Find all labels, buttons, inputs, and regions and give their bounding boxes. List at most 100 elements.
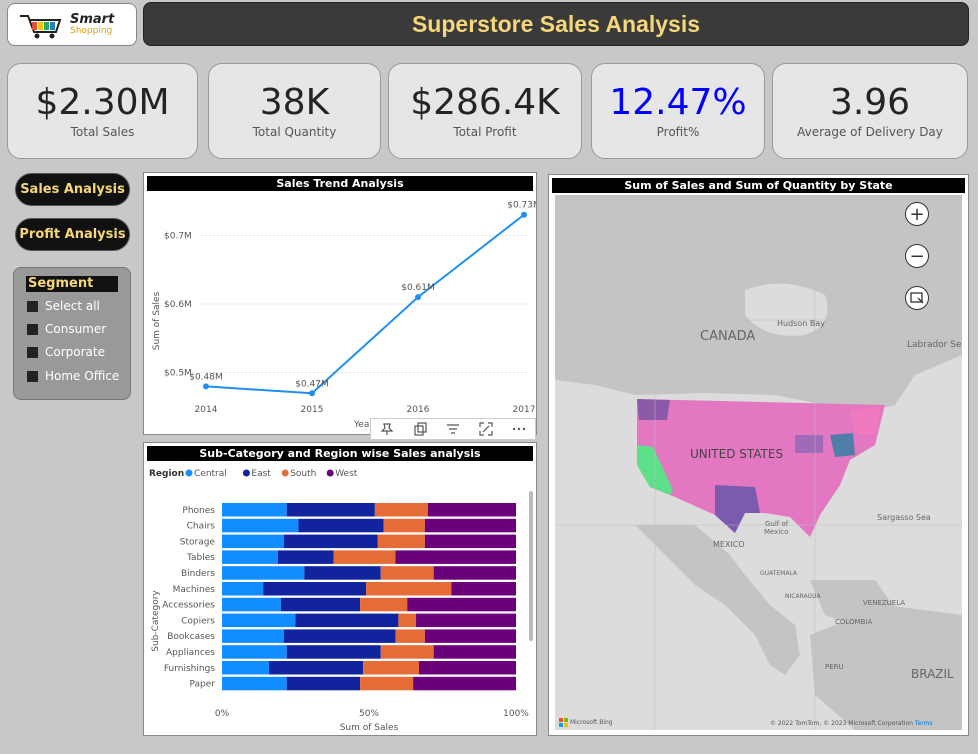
y-tick-label: $0.5M: [164, 369, 192, 379]
bar-segment[interactable]: [222, 566, 305, 580]
bar-segment[interactable]: [407, 597, 516, 612]
scrollbar[interactable]: [529, 491, 533, 641]
bar-segment[interactable]: [222, 613, 296, 628]
data-point[interactable]: [415, 294, 421, 301]
bar-segment[interactable]: [383, 518, 425, 533]
bar-segment[interactable]: [424, 518, 516, 533]
x-tick-label: 2014: [195, 405, 218, 415]
category-label: Tables: [186, 553, 215, 563]
select-area-button[interactable]: [905, 286, 929, 310]
segment-option-home-office[interactable]: Home Office: [27, 369, 119, 383]
segment-option-consumer[interactable]: Consumer: [27, 322, 106, 336]
bar-segment[interactable]: [374, 503, 428, 517]
bar-segment[interactable]: [222, 597, 281, 612]
state-maine: [850, 407, 880, 435]
sales-trend-visual[interactable]: Sales Trend Analysis Sum of Sales Yea $0…: [143, 172, 537, 435]
legend-item[interactable]: East: [251, 469, 271, 479]
legend-item[interactable]: West: [335, 469, 358, 479]
segment-option-corporate[interactable]: Corporate: [27, 345, 105, 359]
bar-segment[interactable]: [416, 613, 516, 628]
bar-segment[interactable]: [377, 534, 425, 549]
legend-swatch: [326, 469, 334, 477]
bar-segment[interactable]: [222, 645, 287, 659]
map-canvas[interactable]: CANADA Hudson Bay Labrador Se UNITED STA…: [555, 195, 962, 730]
bar-segment[interactable]: [433, 645, 516, 659]
bar-segment[interactable]: [222, 550, 278, 564]
zoom-out-button[interactable]: −: [905, 244, 929, 268]
x-tick-label: 2015: [301, 405, 324, 415]
bar-segment[interactable]: [395, 629, 425, 643]
bar-segment[interactable]: [395, 550, 516, 564]
bar-segment[interactable]: [222, 582, 264, 596]
focus-mode-icon[interactable]: [479, 422, 493, 436]
bar-segment[interactable]: [424, 629, 516, 643]
data-point[interactable]: [521, 211, 527, 218]
x-tick-label: 2017: [513, 405, 536, 415]
bar-segment[interactable]: [280, 597, 361, 612]
map-title: Sum of Sales and Sum of Quantity by Stat…: [552, 178, 965, 193]
bar-segment[interactable]: [418, 661, 516, 675]
bar-segment[interactable]: [424, 534, 516, 549]
bar-segment[interactable]: [286, 645, 381, 659]
data-point[interactable]: [203, 383, 209, 390]
checkbox-icon[interactable]: [27, 346, 38, 358]
logo-subtext: Shopping: [70, 26, 113, 36]
bar-segment[interactable]: [304, 566, 381, 580]
bar-segment[interactable]: [222, 503, 287, 517]
bar-segment[interactable]: [413, 676, 516, 691]
hudson-bay-water: [745, 283, 828, 336]
bar-segment[interactable]: [222, 534, 284, 549]
filter-icon[interactable]: [446, 422, 460, 436]
bar-segment[interactable]: [398, 613, 417, 628]
bar-segment[interactable]: [298, 518, 384, 533]
x-tick-label: 0%: [215, 709, 230, 719]
legend-item[interactable]: South: [290, 469, 316, 479]
state-map-visual[interactable]: Sum of Sales and Sum of Quantity by Stat…: [548, 174, 969, 736]
bar-segment[interactable]: [286, 676, 361, 691]
bar-segment[interactable]: [380, 566, 434, 580]
checkbox-icon[interactable]: [27, 370, 38, 382]
category-label: Phones: [182, 506, 215, 516]
terms-link[interactable]: Terms: [914, 720, 933, 727]
bar-segment[interactable]: [427, 503, 516, 517]
bar-segment[interactable]: [277, 550, 334, 564]
subcategory-region-visual[interactable]: Sub-Category and Region wise Sales analy…: [143, 442, 537, 736]
bar-segment[interactable]: [222, 518, 299, 533]
kpi-total-quantity: 38K Total Quantity: [208, 63, 381, 159]
bar-segment[interactable]: [283, 534, 378, 549]
segment-option-select-all[interactable]: Select all: [27, 299, 100, 313]
bar-segment[interactable]: [295, 613, 399, 628]
bar-segment[interactable]: [360, 676, 414, 691]
bar-segment[interactable]: [269, 661, 364, 675]
bar-segment[interactable]: [222, 676, 287, 691]
bar-segment[interactable]: [263, 582, 367, 596]
map-label-hudson-bay: Hudson Bay: [777, 319, 825, 328]
bar-segment[interactable]: [283, 629, 396, 643]
zoom-in-button[interactable]: +: [905, 202, 929, 226]
bar-segment[interactable]: [360, 597, 408, 612]
bar-segment[interactable]: [222, 661, 270, 675]
bar-segment[interactable]: [363, 661, 419, 675]
bar-segment[interactable]: [333, 550, 396, 564]
profit-analysis-button[interactable]: Profit Analysis: [15, 218, 130, 251]
pin-icon[interactable]: [380, 422, 394, 436]
checkbox-icon[interactable]: [27, 323, 38, 335]
state-ohio: [795, 435, 823, 453]
data-point[interactable]: [309, 390, 315, 397]
copy-icon[interactable]: [413, 422, 427, 436]
sales-analysis-button[interactable]: Sales Analysis: [15, 173, 130, 206]
checkbox-icon[interactable]: [27, 300, 38, 312]
bar-segment[interactable]: [222, 629, 284, 643]
bar-segment[interactable]: [451, 582, 516, 596]
bar-segment[interactable]: [366, 582, 452, 596]
data-label: $0.73M: [507, 201, 536, 211]
plus-icon: +: [909, 203, 925, 225]
more-options-icon[interactable]: [512, 422, 526, 436]
south-america-land: [810, 605, 962, 730]
bar-segment[interactable]: [380, 645, 434, 659]
us-states: [637, 399, 885, 537]
bar-segment[interactable]: [433, 566, 516, 580]
legend-item[interactable]: Central: [194, 469, 227, 479]
data-label: $0.47M: [295, 379, 329, 389]
bar-segment[interactable]: [286, 503, 375, 517]
